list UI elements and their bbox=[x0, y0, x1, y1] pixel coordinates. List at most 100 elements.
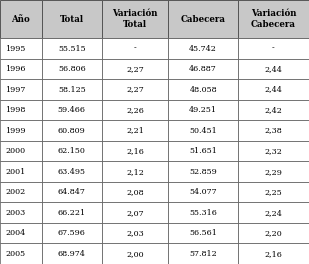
Bar bbox=[238, 100, 309, 120]
Text: Total: Total bbox=[60, 15, 84, 24]
Text: 55.316: 55.316 bbox=[189, 209, 217, 217]
Bar bbox=[0, 202, 42, 223]
Text: 66.221: 66.221 bbox=[58, 209, 86, 217]
Text: 2,07: 2,07 bbox=[126, 209, 144, 217]
Text: 2,12: 2,12 bbox=[126, 168, 144, 176]
Text: -: - bbox=[272, 45, 275, 53]
Bar bbox=[168, 243, 238, 264]
Text: 67.596: 67.596 bbox=[58, 229, 86, 237]
Bar bbox=[238, 141, 309, 161]
Text: 2,27: 2,27 bbox=[126, 65, 144, 73]
Text: 2,25: 2,25 bbox=[265, 188, 282, 196]
Bar bbox=[0, 243, 42, 264]
Text: 48.058: 48.058 bbox=[189, 86, 217, 93]
Bar bbox=[238, 0, 309, 38]
Text: 52.859: 52.859 bbox=[189, 168, 217, 176]
Text: 2002: 2002 bbox=[5, 188, 25, 196]
Text: 2,20: 2,20 bbox=[265, 229, 282, 237]
Bar bbox=[42, 182, 102, 202]
Text: 2,44: 2,44 bbox=[265, 65, 282, 73]
Bar bbox=[42, 0, 102, 38]
Bar bbox=[102, 79, 168, 100]
Bar bbox=[238, 161, 309, 182]
Bar bbox=[42, 120, 102, 141]
Text: 51.651: 51.651 bbox=[189, 147, 217, 155]
Bar bbox=[42, 161, 102, 182]
Bar bbox=[168, 59, 238, 79]
Text: Variación
Cabecera: Variación Cabecera bbox=[251, 10, 296, 29]
Text: 1997: 1997 bbox=[5, 86, 25, 93]
Text: 2,24: 2,24 bbox=[265, 209, 282, 217]
Bar bbox=[42, 141, 102, 161]
Text: 62.150: 62.150 bbox=[58, 147, 86, 155]
Text: 1995: 1995 bbox=[5, 45, 25, 53]
Bar bbox=[0, 100, 42, 120]
Text: Cabecera: Cabecera bbox=[181, 15, 226, 24]
Bar bbox=[42, 59, 102, 79]
Text: 50.451: 50.451 bbox=[189, 127, 217, 135]
Bar bbox=[168, 141, 238, 161]
Bar bbox=[238, 79, 309, 100]
Text: 55.515: 55.515 bbox=[58, 45, 86, 53]
Bar bbox=[0, 59, 42, 79]
Bar bbox=[102, 141, 168, 161]
Bar bbox=[102, 243, 168, 264]
Bar bbox=[102, 0, 168, 38]
Bar bbox=[168, 38, 238, 59]
Text: 2,03: 2,03 bbox=[126, 229, 144, 237]
Text: 2,00: 2,00 bbox=[126, 250, 144, 258]
Text: 2,44: 2,44 bbox=[265, 86, 282, 93]
Text: 58.125: 58.125 bbox=[58, 86, 86, 93]
Bar bbox=[238, 223, 309, 243]
Bar bbox=[168, 182, 238, 202]
Text: 2,27: 2,27 bbox=[126, 86, 144, 93]
Bar bbox=[102, 223, 168, 243]
Text: 60.809: 60.809 bbox=[58, 127, 86, 135]
Text: 56.561: 56.561 bbox=[189, 229, 217, 237]
Text: 2003: 2003 bbox=[5, 209, 25, 217]
Text: 63.495: 63.495 bbox=[58, 168, 86, 176]
Bar bbox=[102, 38, 168, 59]
Text: 2000: 2000 bbox=[5, 147, 25, 155]
Bar bbox=[0, 0, 42, 38]
Text: 2,26: 2,26 bbox=[126, 106, 144, 114]
Text: 2,38: 2,38 bbox=[265, 127, 282, 135]
Bar bbox=[168, 100, 238, 120]
Bar bbox=[238, 59, 309, 79]
Bar bbox=[0, 38, 42, 59]
Bar bbox=[102, 182, 168, 202]
Bar bbox=[238, 120, 309, 141]
Text: 2,21: 2,21 bbox=[126, 127, 144, 135]
Text: 46.887: 46.887 bbox=[189, 65, 217, 73]
Bar bbox=[168, 202, 238, 223]
Text: 1999: 1999 bbox=[5, 127, 26, 135]
Text: 2,16: 2,16 bbox=[126, 147, 144, 155]
Bar bbox=[42, 202, 102, 223]
Text: 2,42: 2,42 bbox=[265, 106, 282, 114]
Text: 2001: 2001 bbox=[5, 168, 25, 176]
Bar bbox=[0, 120, 42, 141]
Text: 2,29: 2,29 bbox=[265, 168, 282, 176]
Bar bbox=[42, 243, 102, 264]
Bar bbox=[168, 79, 238, 100]
Bar bbox=[102, 161, 168, 182]
Text: 2,32: 2,32 bbox=[265, 147, 282, 155]
Text: 56.806: 56.806 bbox=[58, 65, 86, 73]
Bar bbox=[238, 202, 309, 223]
Bar bbox=[102, 202, 168, 223]
Bar bbox=[168, 161, 238, 182]
Bar bbox=[102, 100, 168, 120]
Text: 49.251: 49.251 bbox=[189, 106, 217, 114]
Text: 64.847: 64.847 bbox=[58, 188, 86, 196]
Bar bbox=[42, 100, 102, 120]
Bar bbox=[102, 120, 168, 141]
Text: Variación
Total: Variación Total bbox=[112, 10, 158, 29]
Bar bbox=[168, 120, 238, 141]
Bar bbox=[238, 182, 309, 202]
Bar bbox=[0, 182, 42, 202]
Bar bbox=[0, 161, 42, 182]
Bar bbox=[42, 38, 102, 59]
Text: 1996: 1996 bbox=[5, 65, 26, 73]
Text: 2004: 2004 bbox=[5, 229, 25, 237]
Text: 68.974: 68.974 bbox=[58, 250, 86, 258]
